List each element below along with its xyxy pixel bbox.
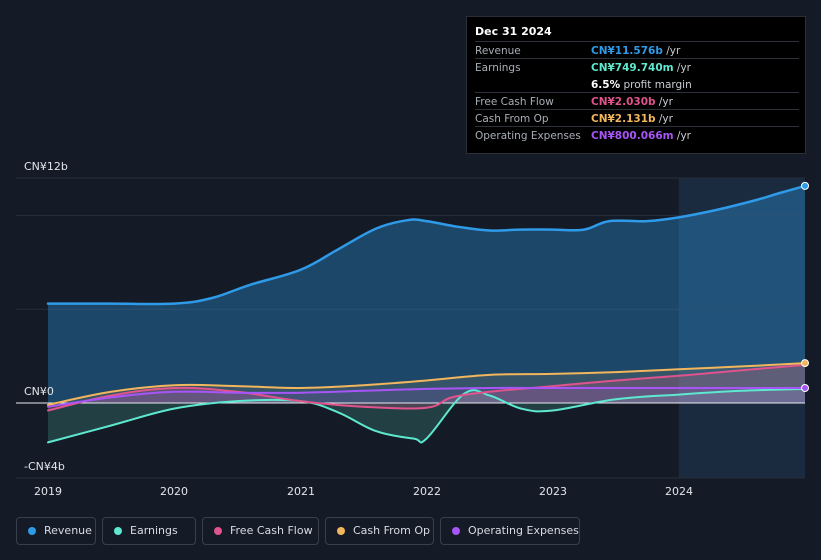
series-end-markers — [801, 181, 809, 392]
legend-label: Free Cash Flow — [230, 524, 313, 537]
legend-dot-icon — [114, 527, 122, 535]
tooltip-unit: /yr — [676, 130, 691, 142]
tooltip-value: CN¥11.576b — [591, 45, 663, 57]
tooltip-value: CN¥800.066m — [591, 130, 674, 142]
y-tick-label-bottom: -CN¥4b — [24, 460, 65, 473]
tooltip-date: Dec 31 2024 — [475, 25, 552, 38]
legend-item-operating-expenses[interactable]: Operating Expenses — [440, 517, 580, 545]
tooltip-label: Operating Expenses — [475, 130, 581, 142]
earnings-area — [48, 388, 805, 443]
series-lines — [46, 184, 807, 444]
tooltip-unit: /yr — [676, 62, 691, 74]
legend-label: Operating Expenses — [468, 524, 579, 537]
y-tick-label-top: CN¥12b — [24, 160, 68, 173]
legend-label: Cash From Op — [353, 524, 431, 537]
legend-dot-icon — [337, 527, 345, 535]
profit-margin-value: 6.5% — [591, 79, 621, 91]
tooltip-label: Earnings — [475, 62, 521, 74]
tooltip-unit: /yr — [658, 113, 673, 125]
legend-label: Earnings — [130, 524, 178, 537]
tooltip-row-free-cash-flow: Free Cash Flow CN¥2.030b /yr — [475, 92, 799, 110]
tooltip-row-operating-expenses: Operating Expenses CN¥800.066m /yr — [475, 126, 799, 144]
earnings-line — [47, 387, 806, 444]
profit-margin-text: profit margin — [623, 79, 692, 91]
legend-dot-icon — [214, 527, 222, 535]
legend-item-cash-from-op[interactable]: Cash From Op — [325, 517, 434, 545]
x-tick-label: 2022 — [413, 485, 441, 498]
tooltip-value: CN¥2.131b — [591, 113, 656, 125]
tooltip-label: Cash From Op — [475, 113, 549, 125]
x-tick-label: 2024 — [665, 485, 693, 498]
legend-dot-icon — [28, 527, 36, 535]
revenue-line — [46, 184, 807, 306]
legend-item-revenue[interactable]: Revenue — [16, 517, 96, 545]
revenue-end-marker[interactable] — [801, 181, 809, 190]
operating-expenses-line — [47, 386, 806, 408]
revenue-area — [48, 185, 805, 403]
x-tick-label: 2023 — [539, 485, 567, 498]
tooltip-profit-margin: 6.5% profit margin — [591, 79, 692, 91]
x-tick-label: 2021 — [287, 485, 315, 498]
cash-from-op-end-marker[interactable] — [801, 359, 809, 368]
tooltip-row-cash-from-op: Cash From Op CN¥2.131b /yr — [475, 109, 799, 127]
legend-dot-icon — [452, 527, 460, 535]
operating-expenses-end-marker[interactable] — [801, 384, 809, 392]
free-cash-flow-line — [47, 363, 806, 412]
cash-from-op-line — [47, 362, 806, 406]
tooltip-row-earnings: Earnings CN¥749.740m /yr 6.5% profit mar… — [475, 58, 799, 93]
highlight-band — [678, 178, 805, 478]
tooltip-unit: /yr — [666, 45, 681, 57]
legend-item-free-cash-flow[interactable]: Free Cash Flow — [202, 517, 319, 545]
tooltip-value: CN¥2.030b — [591, 96, 656, 108]
tooltip-value: CN¥749.740m — [591, 62, 674, 74]
tooltip-label: Revenue — [475, 45, 521, 57]
legend-item-earnings[interactable]: Earnings — [102, 517, 196, 545]
gridlines — [16, 177, 805, 479]
x-tick-label: 2019 — [34, 485, 62, 498]
y-tick-label-zero: CN¥0 — [24, 385, 54, 398]
tooltip-panel: Dec 31 2024 Revenue CN¥11.576b /yr Earni… — [466, 16, 806, 154]
tooltip-label: Free Cash Flow — [475, 96, 554, 108]
tooltip-unit: /yr — [658, 96, 673, 108]
x-tick-label: 2020 — [160, 485, 188, 498]
legend-label: Revenue — [44, 524, 92, 537]
cash-from-op-area — [48, 363, 805, 405]
tooltip-row-revenue: Revenue CN¥11.576b /yr — [475, 41, 799, 59]
